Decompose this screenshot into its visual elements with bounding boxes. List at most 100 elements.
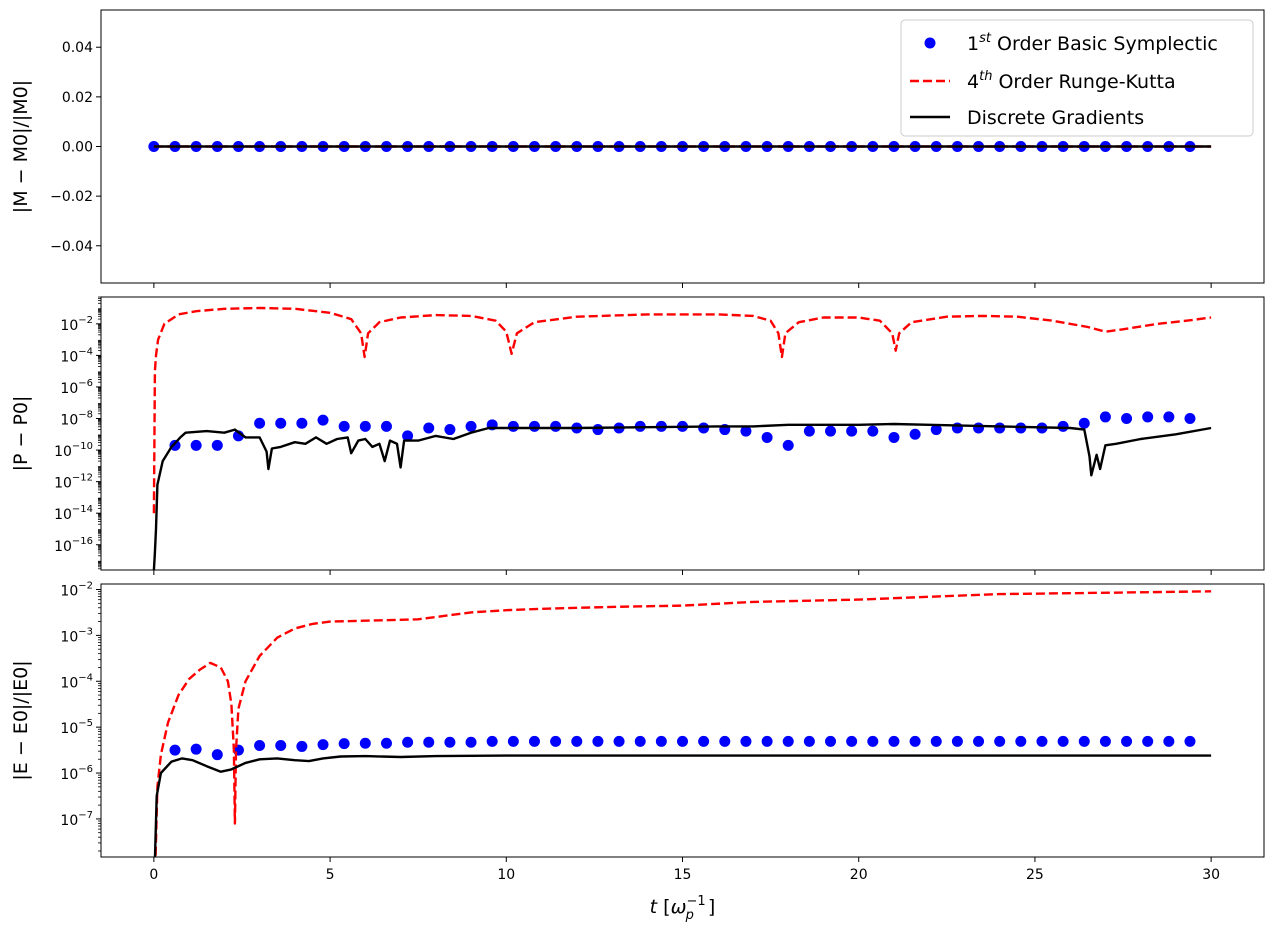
data-point-symplectic <box>698 422 710 434</box>
data-point-symplectic <box>275 417 287 429</box>
data-point-symplectic <box>169 744 181 756</box>
y-tick-label: 10−2 <box>60 581 93 600</box>
data-point-symplectic <box>867 425 879 437</box>
x-ticks <box>153 283 1212 288</box>
panel-2: 10−2 10−4 10−6 10−8 10−10 10−12 10−14 10−16 |P −… <box>10 296 1265 575</box>
data-point-symplectic <box>1121 413 1133 425</box>
data-point-symplectic <box>275 740 287 752</box>
legend-label: Discrete Gradients <box>967 107 1144 129</box>
data-point-symplectic <box>909 428 921 440</box>
y-tick-label: 10−6 <box>60 764 93 783</box>
data-point-symplectic <box>190 743 202 755</box>
legend: 1st Order Basic Symplectic 4th Order Rung… <box>900 19 1254 137</box>
data-point-symplectic <box>380 420 392 432</box>
data-point-symplectic <box>550 735 562 747</box>
data-point-symplectic <box>719 735 731 747</box>
y-axis-label: |E − E0|/|E0| <box>10 660 32 780</box>
data-point-symplectic <box>930 424 942 436</box>
data-point-symplectic <box>846 735 858 747</box>
legend-label: 1st Order Basic Symplectic <box>967 31 1218 55</box>
x-tick-label: 10 <box>497 867 515 883</box>
legend-box <box>900 19 1254 137</box>
series-group <box>148 141 1212 152</box>
data-point-symplectic <box>1078 417 1090 429</box>
data-point-symplectic <box>507 735 519 747</box>
y-tick-label: 10−8 <box>60 410 93 429</box>
data-point-symplectic <box>930 735 942 747</box>
data-point-symplectic <box>338 420 350 432</box>
data-point-symplectic <box>296 740 308 752</box>
data-point-symplectic <box>211 439 223 451</box>
x-tick-label: 5 <box>326 867 335 883</box>
y-tick-label: 10−12 <box>54 473 93 492</box>
y-tick-label: 10−10 <box>54 441 93 460</box>
data-point-symplectic <box>1057 735 1069 747</box>
series-line-discrete-gradients <box>152 422 1212 570</box>
data-point-symplectic <box>1163 735 1175 747</box>
x-tick-label: 0 <box>149 867 158 883</box>
legend-marker-symplectic <box>924 37 936 49</box>
y-tick-label: 10−4 <box>60 672 93 691</box>
data-point-symplectic <box>973 735 985 747</box>
data-point-symplectic <box>592 735 604 747</box>
x-tick-label: 30 <box>1202 867 1220 883</box>
data-point-symplectic <box>402 736 414 748</box>
data-point-symplectic <box>825 735 837 747</box>
plot-frame <box>100 9 1265 284</box>
data-point-symplectic <box>1099 735 1111 747</box>
data-point-symplectic <box>1184 735 1196 747</box>
x-ticks: 0 5 10 15 20 25 30 <box>149 857 1220 883</box>
data-point-symplectic <box>888 735 900 747</box>
x-axis-label: t [ω−1 p] <box>650 894 716 923</box>
data-point-symplectic <box>994 422 1006 434</box>
y-axis-label: |M − M0|/|M0| <box>10 80 32 213</box>
data-point-symplectic <box>486 735 498 747</box>
data-point-symplectic <box>465 420 477 432</box>
x-tick-label: 25 <box>1026 867 1044 883</box>
data-point-symplectic <box>1036 735 1048 747</box>
data-point-symplectic <box>1163 411 1175 423</box>
data-point-symplectic <box>550 420 562 432</box>
data-point-symplectic <box>909 735 921 747</box>
data-point-symplectic <box>380 737 392 749</box>
data-point-symplectic <box>571 735 583 747</box>
y-tick-label: 0.00 <box>62 140 93 156</box>
data-point-symplectic <box>951 422 963 434</box>
data-point-symplectic <box>317 414 329 426</box>
data-point-symplectic <box>846 425 858 437</box>
data-point-symplectic <box>211 749 223 761</box>
data-point-symplectic <box>528 735 540 747</box>
data-point-symplectic <box>634 735 646 747</box>
data-point-symplectic <box>825 425 837 437</box>
data-point-symplectic <box>677 735 688 747</box>
data-point-symplectic <box>254 740 266 752</box>
plot-frame <box>100 296 1265 571</box>
data-point-symplectic <box>402 430 414 442</box>
data-point-symplectic <box>1078 735 1090 747</box>
data-point-symplectic <box>359 420 371 432</box>
data-point-symplectic <box>1121 735 1133 747</box>
y-tick-label: −0.04 <box>50 239 93 255</box>
panels: 0.040.020.00−0.02−0.04|M − M0|/|M0|10−21… <box>10 9 1265 883</box>
series-line-discrete-gradients <box>153 754 1212 857</box>
y-tick-label: 10−16 <box>54 536 93 555</box>
data-point-symplectic <box>359 737 371 749</box>
y-tick-label: 10−7 <box>60 810 93 829</box>
data-point-symplectic <box>803 425 815 437</box>
data-point-symplectic <box>888 431 900 443</box>
data-point-symplectic <box>1099 411 1111 423</box>
y-tick-label: −0.02 <box>50 189 93 205</box>
data-point-symplectic <box>867 735 879 747</box>
data-point-symplectic <box>740 425 752 437</box>
series-line-runge-kutta <box>154 590 1212 856</box>
data-point-symplectic <box>740 735 752 747</box>
panel-3: 10−2 10−3 10−4 10−5 10−6 10−7 0 5 10 15 20 25 30 |E −… <box>10 581 1265 883</box>
panel-1: 0.04 0.02 0.00 −0.02 −0.04 |M − M0|/|M0| <box>10 9 1265 288</box>
data-point-symplectic <box>423 736 435 748</box>
data-point-symplectic <box>803 735 815 747</box>
data-point-symplectic <box>465 736 477 748</box>
data-point-symplectic <box>951 735 963 747</box>
x-ticks <box>153 570 1212 575</box>
data-point-symplectic <box>254 417 266 429</box>
